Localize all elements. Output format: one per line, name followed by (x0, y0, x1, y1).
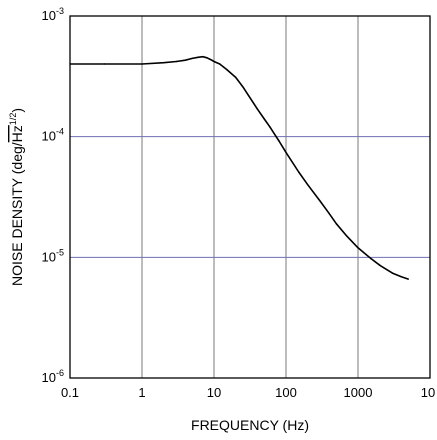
plot-frame (69, 15, 431, 379)
y-tick-labels: 10-310-410-510-6 (42, 6, 64, 385)
data-point (213, 60, 215, 63)
data-point (335, 223, 337, 225)
data-point (285, 151, 287, 154)
data-point (370, 257, 372, 260)
x-tick-label: 10 (421, 385, 435, 400)
x-tick-label: 1000 (344, 385, 373, 400)
data-point (400, 276, 402, 278)
data-point (274, 133, 276, 136)
x-tick-label: 1 (138, 385, 145, 400)
y-tick-base: 10 (42, 8, 56, 23)
y-axis-title-exponent: 1/2 (8, 113, 18, 126)
y-tick-base: 10 (42, 370, 56, 385)
grid-lines (70, 16, 430, 378)
x-axis-title: FREQUENCY (Hz) (191, 417, 309, 433)
x-tick-label: 100 (275, 385, 297, 400)
x-tick-label: 0.1 (61, 385, 79, 400)
data-point (263, 118, 265, 120)
data-point (103, 63, 106, 65)
y-tick-label: 10-5 (42, 247, 64, 264)
data-point (235, 76, 237, 79)
data-point (319, 200, 322, 203)
data-point (206, 57, 208, 59)
data-point (210, 58, 212, 61)
data-point (278, 140, 280, 142)
data-point (191, 57, 193, 60)
y-axis-title: NOISE DENSITY (deg/Hz1/2) (8, 108, 25, 286)
x-tick-label: 10 (207, 385, 221, 400)
data-point (391, 272, 394, 274)
y-tick-exponent: -4 (56, 127, 64, 137)
y-tick-exponent: -6 (56, 368, 64, 378)
x-tick-labels: 0.1 1 10 100 1000 10 (61, 385, 435, 400)
y-tick-label: 10-3 (42, 6, 64, 23)
data-point (407, 278, 409, 280)
y-axis-title-hz: Hz (9, 125, 25, 142)
data-point (202, 56, 204, 58)
data-point (226, 68, 228, 71)
data-point (256, 108, 258, 110)
data-point (141, 63, 143, 65)
data-point (328, 213, 330, 215)
data-point (307, 184, 309, 186)
data-point (175, 60, 178, 63)
data-point (357, 247, 359, 249)
data-point (247, 94, 250, 97)
data-point (269, 126, 271, 128)
y-tick-base: 10 (42, 129, 56, 144)
data-point (163, 62, 165, 64)
data-point (346, 235, 348, 237)
y-axis-title-main: NOISE DENSITY (deg/ (9, 142, 25, 286)
data-point (379, 264, 381, 266)
y-tick-base: 10 (42, 249, 56, 264)
data-point (242, 85, 244, 88)
data-point (197, 56, 199, 58)
curve-layer (69, 55, 409, 280)
y-tick-label: 10-4 (42, 127, 64, 144)
data-point (184, 59, 186, 61)
data-point (219, 63, 221, 65)
y-axis-title-close: ) (9, 108, 25, 113)
y-tick-label: 10-6 (42, 368, 64, 385)
y-tick-exponent: -5 (56, 247, 64, 257)
data-point (298, 171, 300, 173)
y-tick-exponent: -3 (56, 6, 64, 16)
